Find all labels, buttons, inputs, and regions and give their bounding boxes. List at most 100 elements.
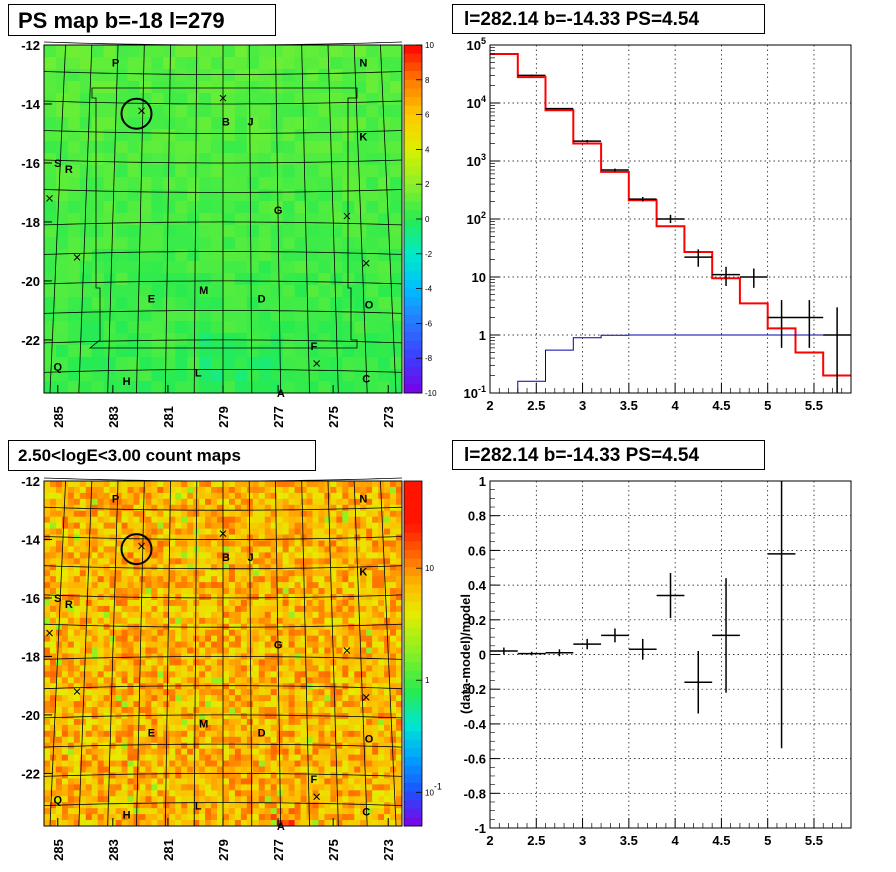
ps-map-cell <box>270 321 284 334</box>
ps-map-cell <box>151 201 164 214</box>
cnt-map-cell <box>318 576 325 583</box>
cnt-map-cell <box>157 534 164 541</box>
cnt-map-cell <box>336 641 343 648</box>
cnt-map-cell <box>217 760 224 767</box>
cnt-map-cell <box>115 611 122 619</box>
cnt-map-cell <box>276 665 284 672</box>
cnt-map-cell <box>366 665 373 672</box>
ps-map-cell <box>79 57 93 70</box>
cnt-map-cell <box>342 695 349 702</box>
cnt-map-cell <box>109 534 116 541</box>
cnt-map-cell <box>223 712 230 720</box>
ps-colorbar-segment <box>404 366 422 376</box>
cnt-map-cell <box>151 748 158 756</box>
cnt-map-cell <box>223 724 230 732</box>
cnt-map-cell <box>378 647 385 654</box>
cnt-colorbar-segment <box>404 670 422 680</box>
cnt-map-cell <box>79 481 87 488</box>
ps-map-cell <box>79 357 93 370</box>
cnt-map-cell <box>49 712 57 720</box>
cnt-colorbar-segment <box>404 550 422 560</box>
cnt-map-cell <box>312 570 319 577</box>
cnt-map-cell <box>73 689 81 696</box>
cnt-map-cell <box>354 802 361 809</box>
cnt-map-cell <box>55 701 63 708</box>
cnt-map-cell <box>336 594 343 601</box>
cnt-map-cell <box>91 528 99 535</box>
cnt-map-cell <box>360 611 367 619</box>
ps-map-cell <box>91 177 105 190</box>
ps-map-cell <box>199 105 212 118</box>
cnt-map-cell <box>109 528 116 535</box>
cnt-parallel <box>43 565 403 570</box>
ps-map-cell <box>175 81 188 94</box>
cnt-map-cell <box>61 736 69 744</box>
cnt-map-cell <box>55 748 63 756</box>
cnt-map-cell <box>246 796 254 803</box>
cnt-map-cell <box>211 748 218 756</box>
cnt-map-cell <box>390 689 397 696</box>
cnt-map-cell <box>151 552 158 559</box>
cnt-map-cell <box>342 641 349 648</box>
cnt-map-cell <box>151 546 158 553</box>
cnt-map-cell <box>288 570 295 577</box>
cnt-map-cell <box>354 516 361 524</box>
cnt-map-cell <box>145 641 152 648</box>
cnt-map-cell <box>205 534 212 541</box>
cnt-map-cell <box>348 540 355 547</box>
cnt-map-cell <box>169 778 176 785</box>
cnt-map-cell <box>121 588 128 595</box>
cnt-map-cell <box>127 647 134 654</box>
cnt-map-cell <box>133 641 140 648</box>
ps-map-cell <box>246 333 260 346</box>
cnt-map-cell <box>336 552 343 559</box>
cnt-map-cell <box>258 689 266 696</box>
cnt-map-cell <box>121 790 128 797</box>
cnt-map-cell <box>348 486 355 494</box>
cnt-map-cell <box>73 712 81 720</box>
cnt-map-cell <box>199 492 206 500</box>
ps-map-cell <box>318 117 331 130</box>
cnt-map-cell <box>115 522 122 529</box>
cnt-map-cell <box>211 766 218 773</box>
cnt-map-cell <box>73 498 81 506</box>
cnt-map-cell <box>97 623 105 631</box>
cnt-map-cell <box>91 492 99 500</box>
cnt-map-cell <box>372 796 379 803</box>
ps-map-cell <box>306 309 319 322</box>
cnt-map-cell <box>336 778 343 785</box>
ps-map-cell <box>187 213 200 226</box>
cnt-map-cell <box>378 611 385 619</box>
cnt-map-cell <box>79 599 87 607</box>
cnt-map-cell <box>330 599 337 607</box>
cnt-map-cell <box>199 659 206 666</box>
cnt-map-cell <box>360 641 367 648</box>
ps-map-cell <box>55 285 69 298</box>
cnt-map-cell <box>175 552 182 559</box>
ps-map-cell <box>390 105 403 118</box>
cnt-map-cell <box>67 689 75 696</box>
cnt-map-cell <box>223 599 230 607</box>
cnt-map-cell <box>109 802 116 809</box>
cnt-map-cell <box>193 796 200 803</box>
cnt-map-cell <box>67 742 75 750</box>
ps-map-cell <box>91 213 105 226</box>
cnt-map-cell <box>163 778 170 785</box>
cnt-map-cell <box>348 594 355 601</box>
cnt-map-cell <box>91 611 99 619</box>
ps-map-cell <box>115 129 128 142</box>
cnt-map-cell <box>151 641 158 648</box>
cnt-map-cell <box>223 588 230 595</box>
cnt-map-cell <box>199 635 206 643</box>
cnt-map-cell <box>330 730 337 738</box>
cnt-map-cell <box>217 552 224 559</box>
cnt-map-cell <box>294 724 301 732</box>
cnt-map-cell <box>372 814 379 821</box>
cnt-map-cell <box>354 766 361 773</box>
ps-map-cell <box>270 57 284 70</box>
cnt-map-cell <box>312 820 319 827</box>
cnt-map-cell <box>348 814 355 821</box>
ps-map-cell <box>390 57 403 70</box>
cnt-map-cell <box>199 689 206 696</box>
cnt-map-cell <box>342 528 349 535</box>
